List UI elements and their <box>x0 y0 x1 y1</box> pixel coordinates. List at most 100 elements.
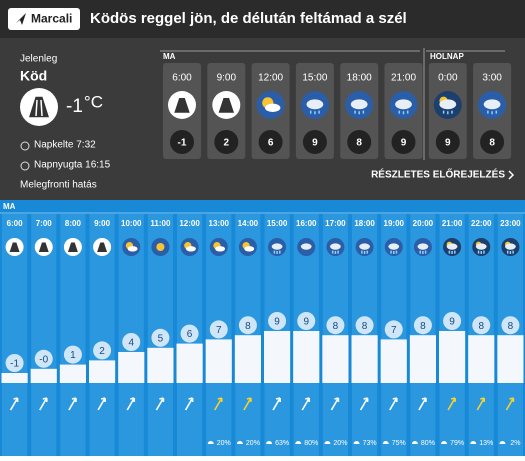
rain-icon <box>487 110 498 115</box>
wind-arrow <box>155 397 165 411</box>
cloud-icon <box>359 243 370 250</box>
hour-label: 11:00 <box>150 219 171 228</box>
location-button[interactable] <box>8 8 80 30</box>
cloud-icon <box>505 243 516 250</box>
umbrella-icon <box>411 441 418 444</box>
cloud-icon <box>215 246 226 252</box>
temp-bubble <box>501 316 520 335</box>
hour-label: 15:00 <box>267 219 288 228</box>
fog-icon <box>218 98 234 113</box>
temp-bar <box>147 347 174 383</box>
temp-badge <box>258 130 283 154</box>
cloud-icon <box>330 243 341 250</box>
temp-bar <box>118 352 145 383</box>
cloud-icon <box>244 246 255 252</box>
forecast-time: 21:00 <box>391 73 416 84</box>
fog-icon <box>97 242 108 252</box>
forecast-temp: 9 <box>401 138 407 149</box>
umbrella-icon <box>236 441 243 444</box>
temp-bar <box>89 360 116 383</box>
cloud-icon <box>350 99 368 110</box>
cloud-icon <box>300 243 312 250</box>
wind-arrow <box>272 397 281 411</box>
cloud-icon <box>417 243 429 250</box>
temp-label: 1 <box>70 350 76 361</box>
wind-arrow <box>447 397 456 411</box>
current-unit: °C <box>84 92 103 111</box>
fog-road-icon <box>26 95 52 119</box>
temp-bar <box>439 331 466 383</box>
cloud-icon <box>395 99 412 110</box>
precip: 13% <box>479 440 493 447</box>
current-label: Jelenleg <box>20 54 57 65</box>
current-condition: Köd <box>20 68 47 84</box>
umbrella-icon <box>353 441 360 444</box>
temp-bubble <box>180 324 199 343</box>
precip: 73% <box>363 440 377 447</box>
fog-icon <box>9 242 20 252</box>
header-bar <box>0 0 525 38</box>
cloud-icon <box>483 99 501 110</box>
temp-bubble <box>355 316 374 335</box>
temp-bubble <box>472 316 491 335</box>
hour-label: 6:00 <box>7 219 24 228</box>
temp-bar <box>59 364 86 383</box>
precip: 79% <box>450 440 464 447</box>
hourly-panel <box>0 200 525 456</box>
forecast-time: 0:00 <box>438 73 458 84</box>
temp-badge <box>435 130 460 154</box>
temp-bubble <box>443 312 462 330</box>
rain-icon <box>331 250 339 255</box>
umbrella-icon <box>470 441 477 444</box>
temp-bubble <box>63 345 82 364</box>
temp-bubble <box>5 354 24 372</box>
hourly-day: MA <box>3 202 16 211</box>
hour-label: 18:00 <box>354 219 375 228</box>
wind-arrow <box>418 397 427 411</box>
wind-arrow <box>505 397 515 411</box>
hour-label: 12:00 <box>179 219 200 228</box>
rain-icon <box>419 250 427 255</box>
rain-icon <box>442 110 453 115</box>
hour-label: 14:00 <box>238 219 259 228</box>
wind-arrow <box>68 397 77 411</box>
detail-link[interactable]: RÉSZLETES ELŐREJELZÉS <box>371 168 505 181</box>
forecast-temp: -1 <box>178 138 187 149</box>
location[interactable]: Marcali <box>31 12 72 26</box>
rain-icon <box>477 250 485 255</box>
temp-bubble <box>413 316 432 335</box>
cloud-icon <box>265 103 281 113</box>
umbrella-icon <box>207 441 214 444</box>
precip: 2% <box>510 440 520 447</box>
temp-bubble <box>151 328 170 347</box>
hour-label: 9:00 <box>94 219 111 228</box>
fog-icon <box>67 242 78 252</box>
hour-label: 23:00 <box>500 219 521 228</box>
umbrella-icon <box>499 441 506 444</box>
link-chevron[interactable] <box>508 170 515 180</box>
temp-bar <box>468 335 495 383</box>
umbrella-icon <box>441 441 448 444</box>
precip: 80% <box>421 440 435 447</box>
temp-bar <box>351 335 378 383</box>
wind-arrow <box>301 397 311 411</box>
hour-label: 17:00 <box>325 219 346 228</box>
temp-bar <box>205 339 232 383</box>
temp-label: 7 <box>216 325 222 336</box>
temp-bubble <box>34 349 53 368</box>
forecast-temp: 2 <box>224 138 230 149</box>
cloud-icon <box>439 99 457 110</box>
forecast-temp: 9 <box>312 138 318 149</box>
umbrella-icon <box>295 441 302 444</box>
wind-arrow <box>359 397 369 411</box>
temp-bar <box>30 368 57 383</box>
rain-icon <box>354 110 365 115</box>
sun-icon <box>156 242 165 252</box>
hour-label: 8:00 <box>65 219 82 228</box>
temp-label: 4 <box>128 338 134 349</box>
temp-bubble <box>297 312 316 330</box>
temp-bubble <box>122 333 141 351</box>
temp-label: 9 <box>303 317 309 328</box>
note: Melegfronti hatás <box>20 180 97 191</box>
